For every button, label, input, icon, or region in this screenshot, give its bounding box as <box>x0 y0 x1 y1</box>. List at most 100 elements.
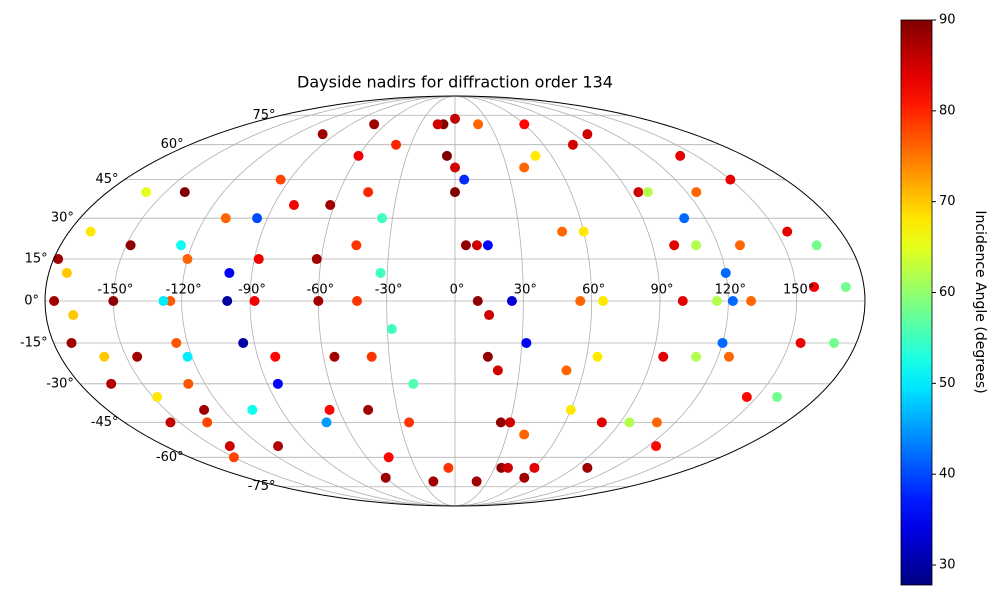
point <box>643 187 654 198</box>
point <box>222 296 233 306</box>
point <box>691 240 702 251</box>
x-tick-label: -30° <box>375 283 403 298</box>
y-tick-label: -15° <box>20 335 48 350</box>
point <box>165 296 176 306</box>
x-tick-label: -120° <box>166 283 202 298</box>
colorbar-label: Incidence Angle (degrees) <box>972 210 988 393</box>
point <box>717 337 728 348</box>
point <box>441 150 452 161</box>
point <box>450 187 460 198</box>
point <box>391 139 402 150</box>
point <box>377 213 388 224</box>
point <box>404 417 415 428</box>
point <box>202 417 213 428</box>
point <box>351 240 362 251</box>
point <box>171 337 182 348</box>
y-tick-label: 0° <box>24 294 39 309</box>
point <box>68 310 79 321</box>
point <box>317 129 328 140</box>
point <box>677 296 688 306</box>
point <box>61 267 72 278</box>
point <box>85 226 96 237</box>
x-tick-label: 0° <box>450 283 465 298</box>
point <box>691 351 702 362</box>
chart-title: Dayside nadirs for diffraction order 134 <box>297 73 613 92</box>
point <box>519 162 530 173</box>
x-tick-label: -60° <box>306 283 334 298</box>
point <box>624 417 635 428</box>
point <box>325 200 336 211</box>
point <box>275 174 286 185</box>
x-tick-label: 120° <box>715 283 746 298</box>
point <box>521 337 532 348</box>
x-tick-label: -90° <box>238 283 266 298</box>
point <box>141 187 152 198</box>
point <box>809 281 820 292</box>
point <box>727 296 738 306</box>
point <box>561 365 572 376</box>
point <box>352 296 363 306</box>
point <box>734 240 745 251</box>
point <box>182 351 193 362</box>
point <box>669 240 680 251</box>
y-tick-label: 60° <box>161 137 184 152</box>
point <box>471 240 482 251</box>
point <box>408 378 419 389</box>
point <box>482 351 493 362</box>
point <box>247 404 258 415</box>
point <box>725 174 736 185</box>
point <box>575 296 586 306</box>
point <box>165 417 176 428</box>
point <box>711 296 722 306</box>
point <box>132 351 143 362</box>
point <box>288 200 299 211</box>
point <box>99 351 110 362</box>
point <box>473 119 484 130</box>
point <box>228 452 239 463</box>
point <box>557 226 568 237</box>
x-tick-label: -150° <box>97 283 133 298</box>
point <box>592 351 603 362</box>
point <box>741 391 752 402</box>
point <box>596 417 607 428</box>
point <box>484 310 495 321</box>
x-tick-label: 30° <box>514 283 537 298</box>
point <box>375 267 386 278</box>
point <box>633 187 644 198</box>
point <box>679 213 690 224</box>
point <box>363 187 374 198</box>
point <box>582 129 593 140</box>
y-tick-label: 15° <box>25 252 48 267</box>
point <box>428 476 439 487</box>
point <box>529 462 540 473</box>
y-tick-label: -30° <box>46 376 74 391</box>
colorbar-tick-label: 80 <box>939 103 956 118</box>
point <box>152 391 163 402</box>
map-outline <box>44 95 866 507</box>
point <box>313 296 324 306</box>
point <box>386 324 397 335</box>
point <box>53 254 64 265</box>
point <box>495 417 506 428</box>
point <box>273 441 284 452</box>
point <box>450 162 460 173</box>
point <box>183 378 194 389</box>
x-tick-label: 150° <box>783 283 814 298</box>
colorbar-tick-label: 50 <box>939 376 956 391</box>
tick-labels: -150° -120° -90° -60° -30° 0° 30° 60° 90° 120° 150… <box>20 108 814 494</box>
point <box>224 267 235 278</box>
point <box>651 417 662 428</box>
point <box>66 337 77 348</box>
point <box>179 187 190 198</box>
y-tick-label: -75° <box>248 479 276 494</box>
point <box>369 119 380 130</box>
colorbar-tick-label: 90 <box>939 13 956 28</box>
point <box>450 113 460 124</box>
point <box>492 365 503 376</box>
point <box>829 337 840 348</box>
point <box>238 337 249 348</box>
point <box>578 226 589 237</box>
point <box>329 351 340 362</box>
point <box>691 187 702 198</box>
colorbar <box>900 19 933 586</box>
